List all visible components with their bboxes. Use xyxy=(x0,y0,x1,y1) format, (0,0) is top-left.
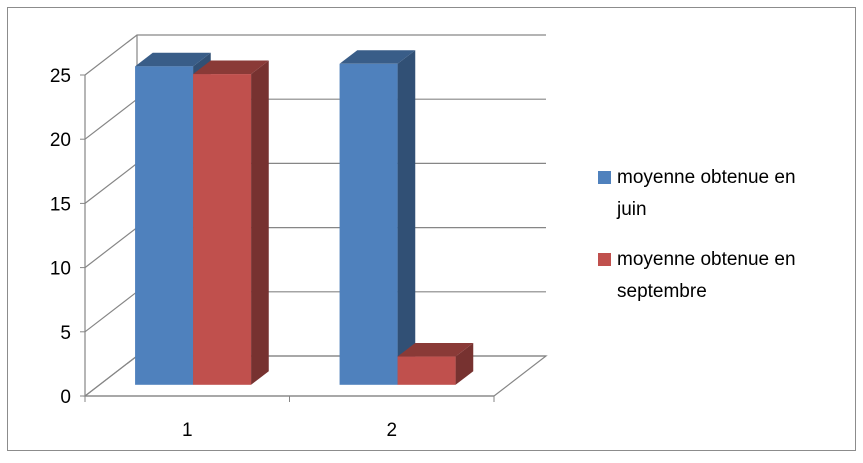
bar-top xyxy=(193,60,269,75)
y-tick-label: 15 xyxy=(50,194,71,215)
bar-front xyxy=(397,356,456,385)
legend-item: moyenne obtenue en septembre xyxy=(598,249,796,302)
x-tick-label: 2 xyxy=(386,420,397,441)
bar xyxy=(339,50,416,385)
bar-front xyxy=(339,63,398,385)
bar-top xyxy=(397,342,474,357)
y-tick-label: 25 xyxy=(50,66,71,87)
bar xyxy=(397,342,474,385)
legend-swatch xyxy=(598,171,611,184)
legend-swatch xyxy=(598,253,611,266)
y-tick-label: 10 xyxy=(50,259,71,280)
legend-label: moyenne obtenue en juin xyxy=(616,167,796,220)
y-tick-label: 20 xyxy=(50,130,71,151)
bar-side xyxy=(251,60,269,385)
bar-front xyxy=(193,74,252,385)
bar-side xyxy=(455,342,474,385)
bar-top xyxy=(135,52,211,67)
bar-front xyxy=(135,66,194,385)
bar-side xyxy=(397,50,416,385)
bar xyxy=(193,60,269,385)
y-tick-label: 0 xyxy=(60,387,71,408)
legend-item: moyenne obtenue en juin xyxy=(598,167,796,220)
legend-label: moyenne obtenue en septembre xyxy=(617,249,796,302)
bar-top xyxy=(339,50,416,64)
y-tick-label: 5 xyxy=(60,323,71,344)
x-tick-label: 1 xyxy=(182,420,193,441)
